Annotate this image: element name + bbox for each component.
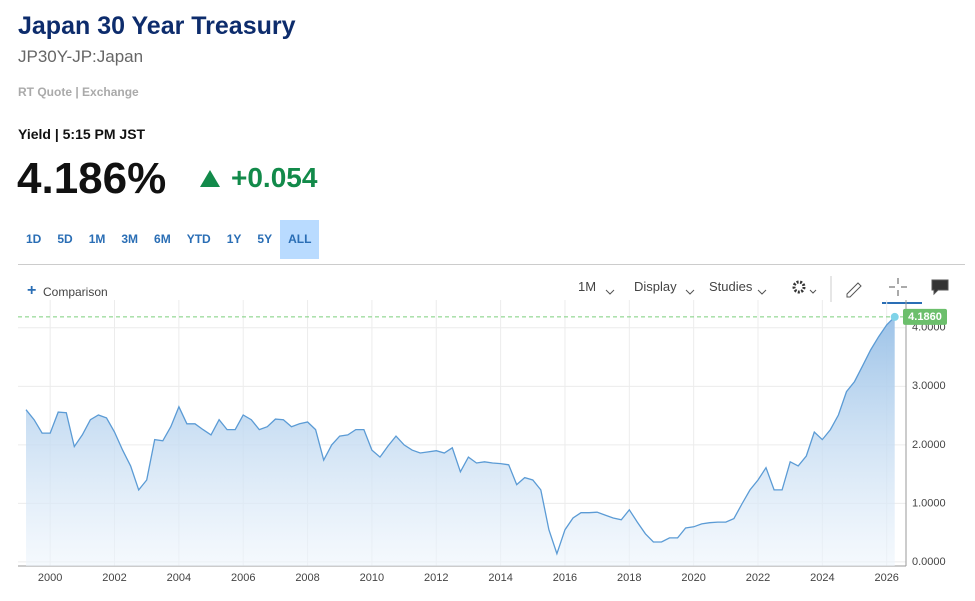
up-arrow xyxy=(200,170,220,187)
x-tick-label: 2002 xyxy=(102,572,126,584)
chevrons xyxy=(605,289,817,295)
range-button[interactable]: 1D xyxy=(26,232,42,246)
plus-icon: + xyxy=(27,282,37,299)
range-button[interactable]: 3M xyxy=(121,232,139,246)
range-button[interactable]: 6M xyxy=(154,232,171,246)
separator xyxy=(18,264,965,265)
range-button[interactable]: 5Y xyxy=(257,232,273,246)
settings-icon[interactable] xyxy=(792,280,806,294)
x-tick-label: 2016 xyxy=(553,572,577,584)
interval-button[interactable]: 1M xyxy=(578,279,597,294)
y-tick-label: 2.0000 xyxy=(912,439,946,451)
x-tick-label: 2006 xyxy=(231,572,255,584)
x-tick-label: 2008 xyxy=(295,572,319,584)
range-button[interactable]: ALL xyxy=(280,220,320,259)
comment-icon[interactable] xyxy=(931,279,949,296)
range-button[interactable]: 1Y xyxy=(226,232,242,246)
symbol: JP30Y-JP:Japan xyxy=(18,47,144,66)
crosshair-icon[interactable] xyxy=(889,278,907,296)
range-button[interactable]: 1M xyxy=(88,232,106,246)
x-tick-label: 2022 xyxy=(746,572,770,584)
change: +0.054 xyxy=(231,162,318,193)
x-tick-label: 2014 xyxy=(488,572,512,584)
toolbar-icons xyxy=(605,276,949,304)
line xyxy=(25,316,896,556)
comparison-button[interactable]: Comparison xyxy=(43,285,108,299)
x-tick-label: 2012 xyxy=(424,572,448,584)
last-point xyxy=(890,312,899,321)
title: Japan 30 Year Treasury xyxy=(18,12,296,40)
x-tick-label: 2026 xyxy=(874,572,898,584)
area-fill xyxy=(26,316,895,566)
range-button[interactable]: 5D xyxy=(57,232,73,246)
price: 4.186% xyxy=(17,154,167,203)
y-tick-label: 0.0000 xyxy=(912,556,946,568)
last-value-label: 4.1860 xyxy=(908,311,942,323)
display-button[interactable]: Display xyxy=(634,279,677,294)
studies-button[interactable]: Studies xyxy=(709,279,753,294)
quote-label: Yield | 5:15 PM JST xyxy=(18,126,146,142)
range-button[interactable]: YTD xyxy=(186,232,211,246)
y-tick-label: 3.0000 xyxy=(912,380,946,392)
range-buttons: 1D 5D 1M 3M 6M YTD 1Y 5Y ALL xyxy=(18,220,320,259)
source: RT Quote | Exchange xyxy=(18,85,139,99)
x-tick-label: 2018 xyxy=(617,572,641,584)
last-value-badge xyxy=(903,308,947,325)
x-tick-label: 2000 xyxy=(38,572,62,584)
draw-icon[interactable] xyxy=(846,282,862,298)
x-tick-label: 2004 xyxy=(167,572,191,584)
y-tick-label: 1.0000 xyxy=(912,497,946,509)
x-tick-label: 2010 xyxy=(360,572,384,584)
x-tick-label: 2020 xyxy=(681,572,705,584)
x-tick-label: 2024 xyxy=(810,572,834,584)
